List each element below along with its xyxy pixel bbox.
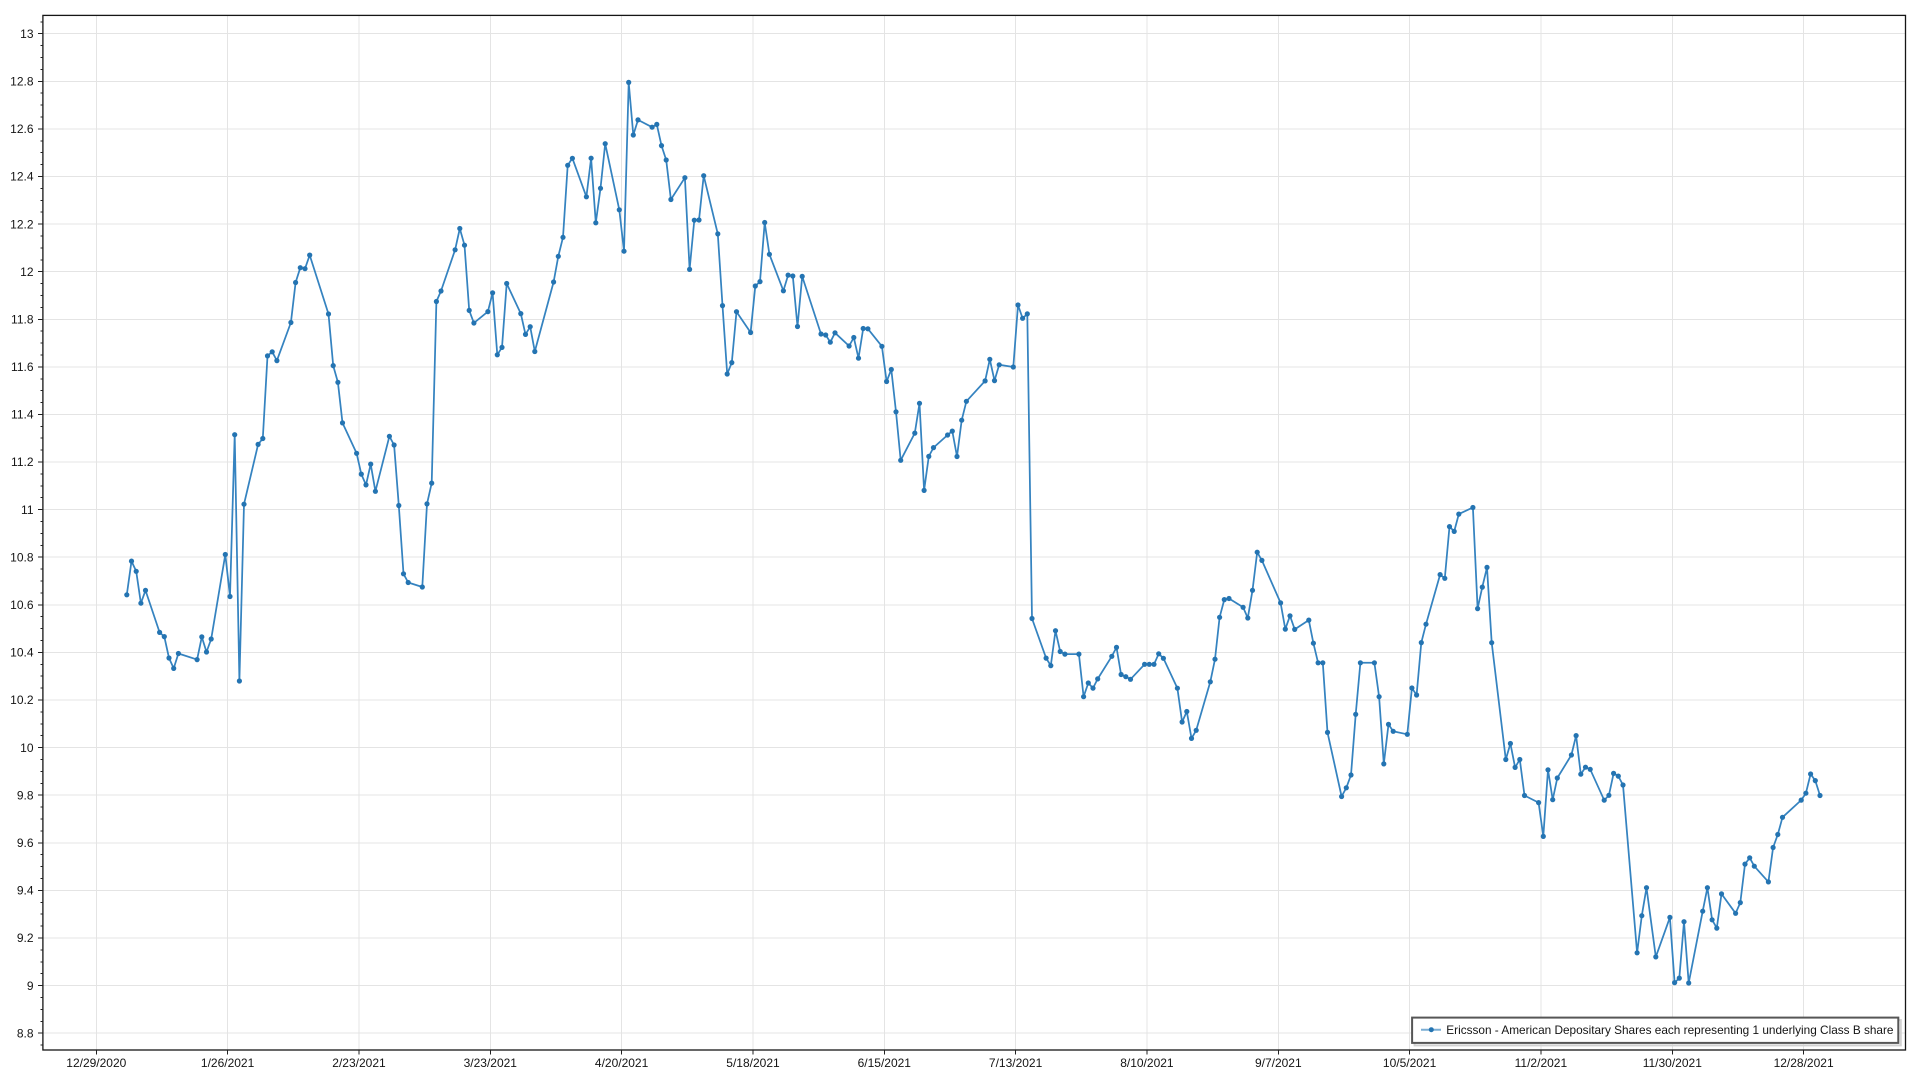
svg-text:9.8: 9.8 <box>17 788 34 802</box>
svg-text:11/30/2021: 11/30/2021 <box>1643 1056 1702 1070</box>
svg-text:11.8: 11.8 <box>11 313 34 327</box>
svg-text:10.4: 10.4 <box>10 646 34 660</box>
svg-text:9.2: 9.2 <box>17 931 34 945</box>
svg-text:11.6: 11.6 <box>11 360 34 374</box>
svg-text:12.2: 12.2 <box>10 217 34 231</box>
svg-text:11.4: 11.4 <box>11 408 34 422</box>
svg-text:9.4: 9.4 <box>17 884 34 898</box>
svg-text:10: 10 <box>20 741 34 755</box>
svg-text:8.8: 8.8 <box>17 1026 34 1040</box>
svg-text:9.6: 9.6 <box>17 836 34 850</box>
svg-text:12.4: 12.4 <box>10 170 34 184</box>
svg-text:13: 13 <box>20 27 34 41</box>
svg-text:8/10/2021: 8/10/2021 <box>1120 1056 1174 1070</box>
svg-text:3/23/2021: 3/23/2021 <box>464 1056 518 1070</box>
svg-text:Ericsson - American Depositary: Ericsson - American Depositary Shares ea… <box>1446 1023 1894 1037</box>
svg-text:6/15/2021: 6/15/2021 <box>858 1056 912 1070</box>
svg-text:12/29/2020: 12/29/2020 <box>66 1056 126 1070</box>
svg-text:7/13/2021: 7/13/2021 <box>989 1056 1043 1070</box>
svg-text:9/7/2021: 9/7/2021 <box>1255 1056 1302 1070</box>
svg-text:11: 11 <box>21 503 34 517</box>
svg-text:10.6: 10.6 <box>10 598 34 612</box>
svg-text:10.2: 10.2 <box>10 693 34 707</box>
svg-text:2/23/2021: 2/23/2021 <box>332 1056 386 1070</box>
svg-text:11.2: 11.2 <box>11 455 34 469</box>
svg-text:5/18/2021: 5/18/2021 <box>726 1056 780 1070</box>
svg-text:4/20/2021: 4/20/2021 <box>595 1056 649 1070</box>
svg-text:12.8: 12.8 <box>10 75 34 89</box>
svg-text:12.6: 12.6 <box>10 122 34 136</box>
svg-text:11/2/2021: 11/2/2021 <box>1515 1056 1568 1070</box>
svg-text:12/28/2021: 12/28/2021 <box>1774 1056 1834 1070</box>
svg-text:10/5/2021: 10/5/2021 <box>1383 1056 1437 1070</box>
svg-text:10.8: 10.8 <box>10 550 34 564</box>
svg-text:9: 9 <box>27 979 34 993</box>
svg-text:1/26/2021: 1/26/2021 <box>201 1056 255 1070</box>
svg-text:12: 12 <box>20 265 34 279</box>
